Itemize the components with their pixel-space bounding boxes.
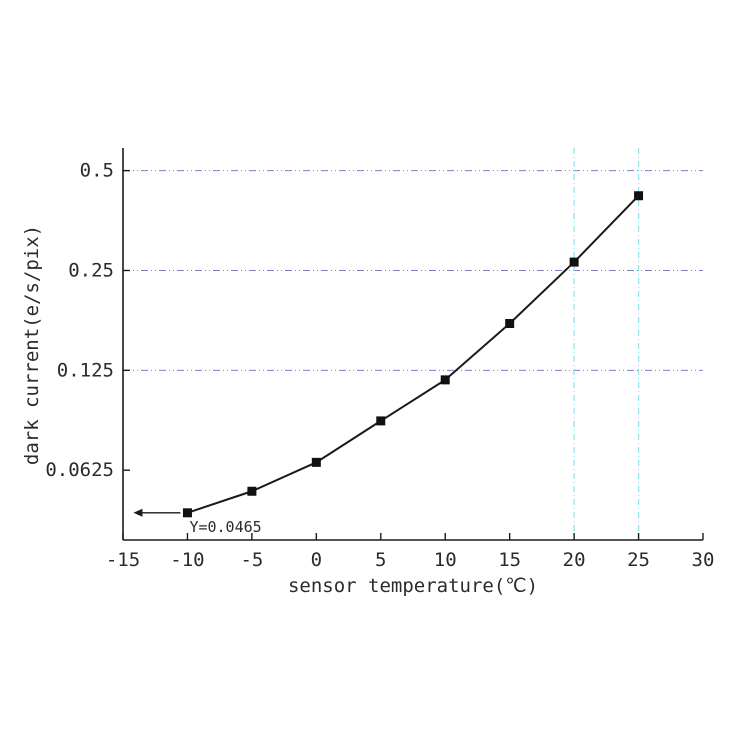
data-series bbox=[182, 191, 644, 518]
data-point-marker bbox=[247, 486, 257, 496]
x-tick-label: -5 bbox=[240, 549, 263, 571]
axes bbox=[122, 148, 703, 541]
annotation-arrowhead bbox=[133, 508, 143, 517]
x-tick-label: -15 bbox=[106, 549, 140, 571]
y-tick-label: 0.5 bbox=[80, 160, 114, 182]
x-tick-label: 15 bbox=[498, 549, 521, 571]
y-axis-title: dark current(e/s/pix) bbox=[21, 225, 43, 465]
data-point-marker bbox=[505, 319, 515, 329]
data-point-marker bbox=[569, 257, 579, 267]
series-line bbox=[187, 195, 640, 514]
annotation-arrow bbox=[133, 508, 181, 517]
data-point-marker bbox=[182, 508, 192, 518]
y-tick-label: 0.0625 bbox=[45, 459, 114, 481]
horizontal-gridlines bbox=[123, 170, 703, 371]
y-tick-label: 0.25 bbox=[68, 259, 114, 281]
y-tick-label: 0.125 bbox=[57, 359, 114, 381]
x-tick-label: 20 bbox=[563, 549, 586, 571]
x-tick-label: 0 bbox=[311, 549, 322, 571]
data-point-marker bbox=[311, 457, 321, 467]
x-axis-title: sensor temperature(℃) bbox=[288, 575, 538, 597]
x-tick-label: -10 bbox=[170, 549, 204, 571]
x-tick-label: 25 bbox=[627, 549, 650, 571]
annotation-label: Y=0.0465 bbox=[189, 518, 261, 536]
x-tick-label: 30 bbox=[692, 549, 715, 571]
x-tick-label: 10 bbox=[434, 549, 457, 571]
vertical-gridlines bbox=[573, 148, 640, 540]
data-point-marker bbox=[634, 191, 644, 201]
tick-labels: -15 -10 -5 0 5 10 15 20 25 30 0.0625 0.125 0.25 0.5 bbox=[45, 160, 714, 571]
tick-marks bbox=[122, 169, 704, 540]
data-point-marker bbox=[376, 416, 386, 426]
data-point-marker bbox=[440, 375, 450, 385]
x-tick-label: 5 bbox=[375, 549, 386, 571]
